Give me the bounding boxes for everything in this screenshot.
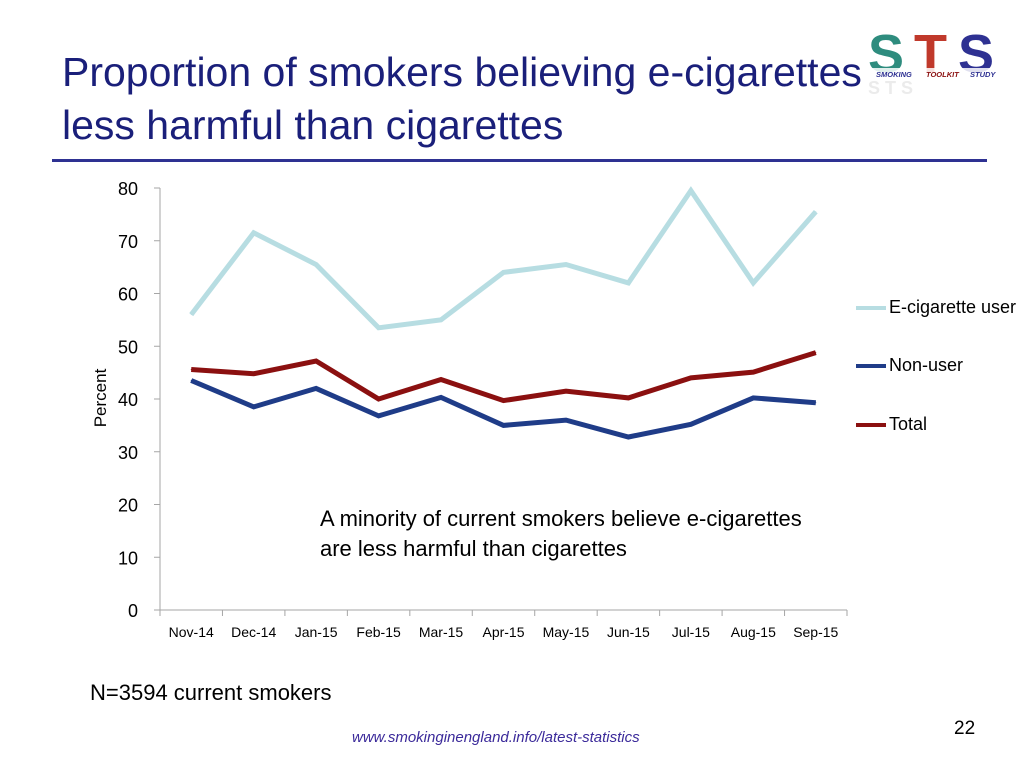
data-point [315, 360, 317, 362]
legend-label-nonuser: Non-user [889, 355, 964, 375]
svg-text:S T S: S T S [868, 78, 913, 98]
data-point [565, 390, 567, 392]
svg-text:TOOLKIT: TOOLKIT [926, 70, 960, 79]
x-tick-label: Jan-15 [295, 624, 338, 640]
data-point [503, 400, 504, 402]
x-tick-label: Dec-14 [231, 624, 276, 640]
data-point [627, 282, 629, 284]
series-line-non-user [190, 378, 816, 440]
x-tick-label: Aug-15 [731, 624, 776, 640]
legend-swatch-ecig [856, 306, 886, 310]
chart-axes: 0 10 20 30 40 50 60 70 80 Nov-14 Dec-14 Jan-15 Feb-1… [118, 179, 848, 640]
sample-size-note: N=3594 current smokers [90, 680, 332, 705]
data-point [190, 368, 192, 370]
data-point [627, 397, 629, 399]
data-point [690, 377, 692, 379]
x-tick-label: Feb-15 [356, 624, 401, 640]
x-tick-label: Jun-15 [607, 624, 650, 640]
data-point [315, 387, 317, 389]
sts-logo: S T S SMOKING TOOLKIT STUDY S T S [866, 20, 1016, 100]
data-point [815, 211, 817, 213]
x-tick-label: Nov-14 [169, 624, 214, 640]
data-point [440, 378, 442, 380]
data-point [565, 263, 567, 265]
y-tick-label: 20 [118, 496, 138, 516]
data-point [752, 282, 754, 284]
data-point [315, 263, 317, 265]
data-point [253, 373, 255, 375]
page-number: 22 [954, 718, 976, 739]
source-link[interactable]: www.smokinginengland.info/latest-statist… [352, 729, 640, 746]
y-tick-label: 50 [118, 337, 138, 357]
slide-title: Proportion of smokers believing e-cigare… [62, 49, 862, 148]
data-point [378, 327, 380, 329]
data-point [378, 415, 380, 417]
chart-series [189, 186, 818, 440]
data-point [815, 402, 817, 404]
data-point [690, 423, 692, 425]
legend-swatch-nonuser [856, 364, 886, 368]
x-tick-label: Mar-15 [419, 624, 464, 640]
data-point [253, 232, 255, 234]
data-point [253, 406, 255, 408]
series-line-e-cigarette-user [189, 186, 818, 331]
y-tick-label: 80 [118, 179, 138, 199]
y-tick-label: 40 [118, 390, 138, 410]
legend-label-total: Total [889, 414, 928, 434]
data-point [378, 398, 380, 400]
data-point [815, 352, 817, 354]
x-tick-label: Jul-15 [672, 624, 710, 640]
data-point [503, 271, 504, 273]
legend-label-ecig: E-cigarette user [889, 297, 1017, 317]
data-point [690, 190, 692, 192]
sts-logo-graphic: S T S SMOKING TOOLKIT STUDY S T S [868, 24, 1010, 98]
data-point [752, 397, 754, 399]
data-point [627, 436, 629, 438]
y-tick-label: 70 [118, 232, 138, 252]
data-point [503, 424, 504, 426]
y-axis-label: Percent [91, 368, 110, 427]
title-divider [52, 159, 987, 162]
data-point [752, 371, 754, 373]
chart-annotation: A minority of current smokers believe e-… [320, 506, 802, 561]
series-line-total [191, 350, 817, 404]
legend-swatch-total [856, 423, 886, 427]
svg-text:STUDY: STUDY [970, 70, 996, 79]
y-tick-label: 0 [128, 601, 138, 621]
x-tick-label: May-15 [543, 624, 590, 640]
svg-text:SMOKING: SMOKING [876, 70, 912, 79]
x-tick-label: Apr-15 [482, 624, 524, 640]
data-point [565, 419, 567, 421]
x-tick-label: Sep-15 [793, 624, 838, 640]
y-tick-label: 10 [118, 548, 138, 568]
data-point [190, 380, 192, 382]
y-tick-label: 60 [118, 285, 138, 305]
y-tick-label: 30 [118, 443, 138, 463]
data-point [440, 396, 442, 398]
data-point [440, 319, 442, 321]
data-point [190, 314, 192, 316]
